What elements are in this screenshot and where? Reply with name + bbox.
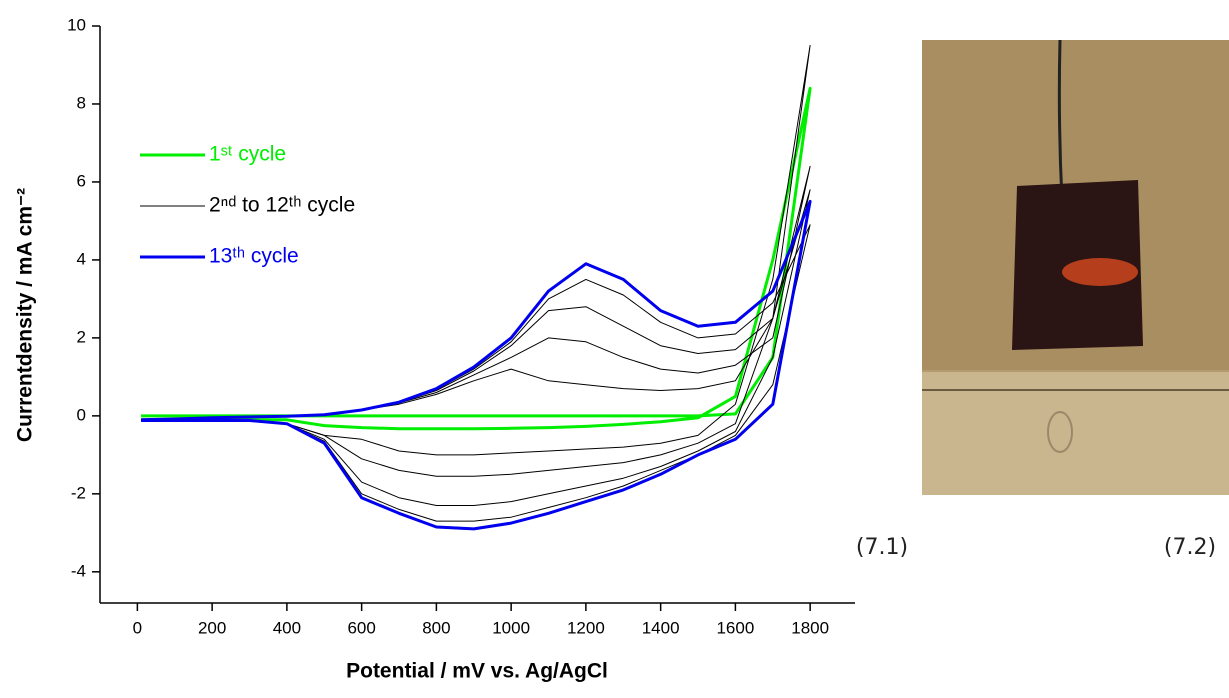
x-tick-label: 800 [422, 618, 450, 637]
photo [922, 39, 1229, 495]
y-tick-label: 6 [77, 171, 86, 190]
y-tick-label: 2 [77, 327, 86, 346]
ruler [922, 372, 1229, 495]
glow [1062, 258, 1138, 286]
y-tick-label: -4 [71, 561, 86, 580]
x-tick-label: 600 [347, 618, 375, 637]
x-tick-label: 1400 [642, 618, 680, 637]
x-tick-label: 1000 [492, 618, 530, 637]
y-tick-label: 4 [77, 249, 86, 268]
y-tick-label: -2 [71, 483, 86, 502]
x-axis-title: Potential / mV vs. Ag/AgCl [346, 660, 608, 683]
wire [1057, 39, 1064, 201]
x-tick-label: 0 [133, 618, 142, 637]
cycle-line [141, 199, 812, 531]
cycle-line [141, 86, 812, 431]
x-tick-label: 200 [198, 618, 226, 637]
cycle-line [141, 189, 811, 506]
legend-label: 1ˢᵗ cycle [209, 143, 286, 166]
x-tick-label: 1800 [791, 618, 829, 637]
y-tick-label: 10 [67, 15, 86, 34]
y-tick-label: 0 [77, 405, 86, 424]
caption: (7.1) [856, 535, 908, 560]
caption: (7.2) [1164, 535, 1216, 560]
x-tick-label: 1600 [716, 618, 754, 637]
y-tick-label: 8 [77, 93, 86, 112]
y-axis-title: Currentdensity / mA cm⁻² [14, 188, 37, 442]
ruler-digit [1047, 411, 1073, 453]
legend-label: 2ⁿᵈ to 12ᵗʰ cycle [209, 194, 355, 217]
x-tick-label: 400 [273, 618, 301, 637]
x-tick-label: 1200 [567, 618, 605, 637]
legend-label: 13ᵗʰ cycle [209, 245, 299, 268]
